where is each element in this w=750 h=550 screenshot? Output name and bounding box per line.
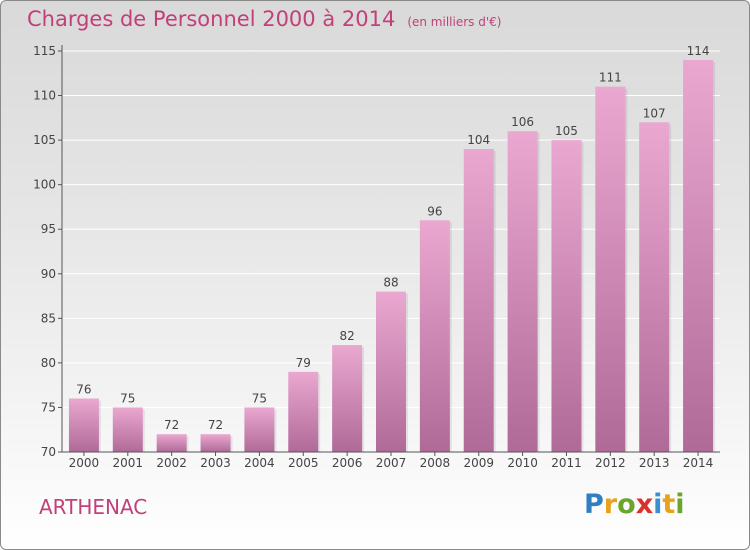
bar-shadow [581,142,584,452]
bar [68,398,99,452]
x-tick-label: 2001 [113,456,144,470]
value-labels: 76 75 72 72 75 79 82 88 96 104 106 105 111 107 114 [76,44,709,432]
x-tick-label: 2014 [683,456,714,470]
y-tick-label: 95 [41,222,56,236]
bar-shadow [98,400,101,452]
y-tick-label: 80 [41,356,56,370]
chart-subtitle: (en milliers d'€) [407,15,502,29]
bar-shadow [274,409,277,452]
bar [332,345,363,452]
x-tick-label: 2005 [288,456,319,470]
logo-letter: i [675,489,685,520]
bar [507,131,538,452]
logo-letter: r [603,489,618,520]
bar-value-label: 76 [76,383,91,397]
bar-value-label: 114 [687,44,710,58]
x-tick-label: 2003 [200,456,231,470]
bar-value-label: 79 [296,356,311,370]
y-tick-label: 90 [41,267,56,281]
bar-value-label: 96 [427,204,442,218]
y-tick-label: 75 [41,400,56,414]
x-tick-label: 2007 [376,456,407,470]
bar [288,371,319,452]
axes: 70 75 80 85 90 95 100 105 110 115 2000 2001 2002 2003… [33,44,720,470]
bar [463,149,494,452]
bar-value-label: 75 [252,391,267,405]
bar-value-label: 105 [555,124,578,138]
x-tick-label: 2012 [595,456,626,470]
bar [683,59,714,453]
commune-name: ARTHENAC [39,495,148,519]
y-tick-label: 105 [33,133,56,147]
bar [595,86,626,453]
bar-shadow [406,293,408,452]
bar-shadow [186,436,189,452]
x-tick-label: 2010 [507,456,538,470]
bar-shadow [713,61,716,453]
bar [244,407,275,452]
y-tick-label: 115 [33,44,56,58]
chart-title: Charges de Personnel 2000 à 2014 (en mill… [27,7,501,31]
logo-letter: x [635,489,654,520]
proxiti-logo: Proxiti [584,489,685,520]
bar-shadow [537,133,540,452]
logo-letter: P [584,489,604,520]
bar-shadow [142,409,145,452]
bar-shadow [318,373,321,452]
x-tick-label: 2008 [420,456,451,470]
y-tick-label: 85 [41,311,56,325]
bar-value-label: 88 [383,276,398,290]
bar-shadow [230,436,233,452]
bar-shadow [362,347,365,452]
bar-value-label: 104 [467,133,490,147]
logo-letter: o [617,489,636,520]
bar [376,291,406,452]
logo-letter: t [662,489,676,520]
bar [639,122,670,453]
bar-value-label: 107 [643,106,666,120]
bar-shadow [625,88,628,453]
x-tick-label: 2002 [156,456,187,470]
x-tick-label: 2013 [639,456,670,470]
bar [551,140,582,452]
bar-shadow [669,124,672,453]
bar [200,434,231,452]
x-tick-label: 2000 [69,456,100,470]
bar-value-label: 72 [208,418,223,432]
bar [156,434,187,452]
bar-value-label: 75 [120,391,135,405]
y-tick-label: 100 [33,178,56,192]
bar [419,220,450,452]
x-tick-label: 2006 [332,456,363,470]
x-tick-label: 2011 [551,456,582,470]
bar-value-label: 111 [599,71,622,85]
x-tick-label: 2004 [244,456,275,470]
logo-letter: i [653,489,663,520]
chart-title-text: Charges de Personnel 2000 à 2014 [27,7,396,31]
bar-value-label: 82 [339,329,354,343]
y-tick-label: 110 [33,89,56,103]
bar-shadow [449,222,452,452]
y-tick-label: 70 [41,445,56,459]
bars [68,59,716,453]
bar [112,407,143,452]
x-tick-label: 2009 [463,456,494,470]
bar-value-label: 106 [511,115,534,129]
bar-shadow [493,151,496,452]
bar-value-label: 72 [164,418,179,432]
